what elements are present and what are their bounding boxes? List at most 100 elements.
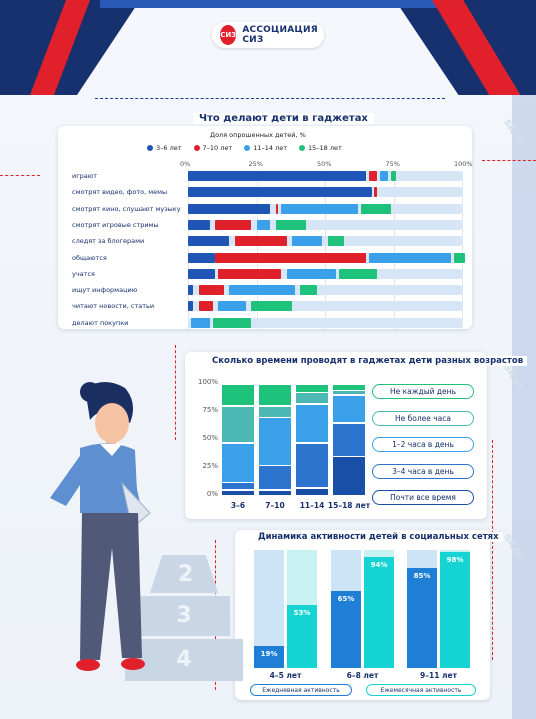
row-label-4: следят за блогерами [72, 237, 145, 246]
x-gridline [325, 170, 326, 333]
legend-dot-15-18 [299, 145, 306, 151]
row-label-9: делают покупки [72, 318, 129, 327]
x-gridline [462, 170, 463, 333]
stack-segment [222, 483, 254, 490]
bar-segment [453, 252, 465, 263]
social-title: Динамика активности детей в социальных с… [254, 532, 503, 542]
legend-item-11-14: 11–14 лет [244, 144, 287, 152]
bar-segment [215, 219, 251, 230]
bar-segment [368, 252, 452, 263]
x-tick-label: 100% [454, 160, 473, 168]
y-tick-label: 25% [202, 462, 218, 470]
row-track-0 [188, 171, 462, 181]
stack-segment [259, 490, 291, 495]
y-tick-label: 0% [206, 490, 218, 498]
row-track-6 [188, 268, 462, 279]
x-category-label: 15–18 лет [327, 501, 371, 510]
pyramid-label-2: 2 [178, 562, 194, 587]
row-label-3: смотрят игровые стримы [72, 220, 159, 229]
girl-illustration [50, 382, 151, 671]
social-bar [331, 591, 361, 668]
stack-segment [222, 443, 254, 482]
bar-segment [198, 285, 224, 296]
legend-pill-1: Не более часа [372, 410, 474, 426]
decor-dash-left [0, 175, 40, 176]
legend-dot-7-10 [193, 145, 200, 151]
row-label-5: общаются [72, 253, 107, 262]
logo-mark-icon: СИЗ [220, 25, 237, 45]
legend-pill-3: 3–4 часа в день [372, 463, 474, 479]
activities-title: Что делают дети в гаджетах [193, 113, 374, 124]
girl-collar [100, 444, 122, 456]
y-tick-label: 100% [197, 378, 218, 386]
girl-face [95, 403, 129, 443]
bar-segment [275, 219, 306, 230]
bar-segment [360, 203, 391, 214]
bar-segment [374, 187, 378, 198]
girl-shoe-right [121, 658, 145, 670]
legend-item-7-10: 7–10 лет [193, 144, 233, 152]
stacked-bar-3 [333, 383, 365, 495]
right-edge-strip [512, 95, 536, 719]
legend-label-3-6: 3–6 лет [156, 144, 182, 152]
bar-segment [390, 171, 397, 181]
legend-label-7-10: 7–10 лет [202, 144, 233, 152]
decor-dash-right [482, 160, 536, 161]
stack-segment [259, 384, 291, 406]
y-tick-label: 50% [202, 434, 218, 442]
legend-pill-4: Почти все время [372, 490, 474, 505]
stacked-bar-0 [222, 383, 254, 495]
x-category-label: 7–10 [265, 501, 285, 510]
social-category-label: 6–8 лет [346, 671, 379, 680]
legend-daily: Ежедневная активность [250, 684, 352, 696]
x-tick-label: 25% [248, 160, 263, 168]
bar-segment [188, 187, 372, 198]
social-bar [440, 552, 470, 668]
bar-segment [188, 236, 230, 247]
row-track-4 [188, 236, 462, 247]
bar-segment [188, 285, 194, 296]
pyramid-step-2: 3 [138, 596, 230, 636]
bar-segment [234, 236, 287, 247]
girl-arm-left [50, 453, 88, 506]
legend-dot-11-14 [244, 145, 251, 151]
bar-segment [281, 203, 358, 214]
bar-segment [218, 301, 246, 312]
row-label-7: ищут информацию [72, 286, 138, 295]
bar-segment [379, 171, 389, 181]
row-label-1: смотрят видео, фото, мемы [72, 188, 168, 197]
bar-segment [327, 236, 345, 247]
x-tick-label: 50% [317, 160, 332, 168]
bar-segment [300, 285, 317, 296]
bar-segment [256, 219, 271, 230]
row-track-9 [188, 317, 462, 328]
header-blue-band [100, 0, 436, 8]
x-gridline [188, 170, 189, 333]
x-gridline [393, 170, 395, 333]
bar-segment [292, 236, 323, 247]
bar-segment [188, 219, 210, 230]
social-bar-label: 98% [446, 556, 464, 565]
pyramid-label-3: 3 [176, 603, 192, 628]
social-bar-label: 19% [260, 649, 278, 658]
stack-segment [222, 406, 254, 443]
legend-item-3-6: 3–6 лет [147, 144, 182, 152]
activities-legend: 3–6 лет 7–10 лет 11–14 лет 15–18 лет [147, 144, 342, 152]
bar-segment [215, 252, 367, 263]
x-category-label: 11–14 [299, 501, 325, 510]
logo-badge: СИЗ АССОЦИАЦИЯ СИЗ [212, 22, 324, 48]
bar-segment [275, 203, 279, 214]
girl-pants [80, 513, 142, 660]
social-bar-label: 53% [293, 609, 311, 618]
stack-segment [259, 406, 291, 417]
row-track-8 [188, 301, 462, 312]
x-tick-label: 0% [180, 160, 191, 168]
legend-label-11-14: 11–14 лет [253, 144, 288, 152]
bar-segment [338, 268, 378, 279]
bar-segment [251, 301, 293, 312]
bar-segment [188, 171, 367, 181]
row-track-3 [188, 219, 462, 230]
stack-segment [333, 457, 365, 495]
x-category-label: 3–6 [230, 501, 246, 510]
